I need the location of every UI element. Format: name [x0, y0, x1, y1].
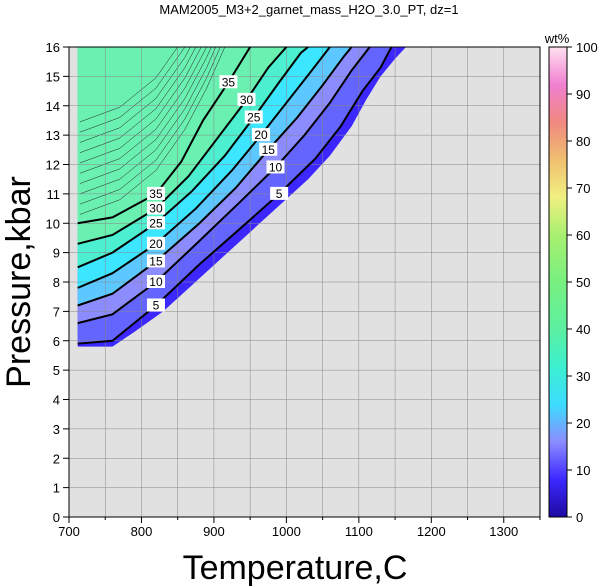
x-tick-label: 800: [131, 524, 153, 539]
contour-label-30: 30: [149, 202, 163, 216]
contour-label-5: 5: [276, 187, 283, 201]
x-tick-label: 1000: [272, 524, 301, 539]
contour-25: [77, 47, 309, 269]
contour-label-25: 25: [247, 111, 261, 125]
contour-label-bg: [270, 186, 289, 200]
contour-label-20: 20: [254, 128, 268, 142]
x-tick-label: 1100: [345, 524, 373, 539]
colorbar-tick-label: 10: [576, 463, 590, 478]
contour-label-5: 5: [153, 299, 160, 313]
contour-label-10: 10: [269, 160, 283, 174]
fine-contour: [79, 47, 191, 143]
chart-title: MAM2005_M3+2_garnet_mass_H2O_3.0_PT, dz=…: [159, 2, 458, 17]
y-tick-label: 15: [46, 69, 60, 84]
contour-20: [77, 47, 331, 289]
fine-contour: [79, 47, 226, 215]
contour-label-bg: [146, 275, 165, 288]
contour-label-bg: [266, 160, 285, 174]
y-tick-label: 9: [53, 246, 60, 261]
colorbar-tick-label: 40: [576, 322, 590, 337]
contour-label-15: 15: [149, 254, 163, 268]
contour-30: [77, 47, 288, 245]
fine-contour: [79, 47, 197, 153]
fine-contour: [79, 47, 217, 195]
y-tick-label: 7: [53, 304, 60, 319]
y-tick-label: 12: [46, 158, 60, 173]
contour-label-bg: [146, 254, 165, 268]
contour-label-20: 20: [149, 237, 163, 251]
contour-label-10: 10: [149, 275, 163, 289]
contour-label-bg: [146, 216, 165, 230]
contour-label-35: 35: [149, 187, 163, 201]
y-tick-label: 2: [53, 451, 60, 466]
y-tick-label: 13: [46, 128, 60, 143]
contour-label-bg: [244, 110, 263, 124]
y-tick-label: 5: [53, 363, 60, 378]
x-tick-label: 700: [58, 524, 80, 539]
fine-contour: [79, 47, 207, 174]
colorbar-tick-label: 80: [576, 134, 590, 149]
fine-contour: [79, 47, 178, 123]
contour-15: [77, 47, 353, 307]
y-tick-label: 10: [46, 216, 60, 231]
contour-label-bg: [146, 298, 165, 312]
colorbar-label: wt%: [544, 31, 570, 46]
y-tick-label: 0: [53, 510, 60, 525]
y-tick-label: 14: [46, 99, 60, 114]
fine-contour: [79, 47, 202, 164]
fine-contour: [79, 47, 212, 184]
y-tick-label: 6: [53, 334, 60, 349]
contour-label-bg: [259, 142, 278, 156]
colorbar-tick-label: 60: [576, 228, 590, 243]
colorbar-tick-label: 20: [576, 416, 590, 431]
x-axis-ticks: 700 800 900 1000 1100 1200 1300: [58, 517, 541, 539]
colorbar-tick-label: 0: [576, 510, 583, 525]
contour-label-bg: [146, 201, 165, 215]
y-axis-label: Pressure,kbar: [0, 176, 38, 388]
fine-contour: [79, 47, 186, 133]
contour-label-bg: [237, 92, 256, 106]
colorbar-tick-label: 100: [576, 40, 598, 55]
x-tick-label: 1300: [489, 524, 518, 539]
colorbar-tick-label: 30: [576, 369, 590, 384]
contour-label-bg: [252, 128, 271, 142]
colorbar-tick-label: 50: [576, 275, 590, 290]
y-tick-label: 16: [46, 40, 60, 55]
x-axis-label: Temperature,C: [183, 549, 408, 587]
contour-label-25: 25: [149, 216, 163, 230]
colorbar-ticks: 0 10 20 30 40 50 60 70 80 90 100: [567, 40, 598, 525]
y-tick-label: 11: [47, 187, 61, 202]
y-tick-label: 4: [53, 393, 60, 408]
contour-label-15: 15: [262, 143, 276, 157]
y-tick-label: 3: [53, 422, 60, 437]
contour-label-bg: [219, 75, 238, 89]
contour-label-30: 30: [240, 93, 254, 107]
x-tick-label: 900: [203, 524, 225, 539]
colorbar: [548, 46, 568, 518]
contour-label-bg: [146, 236, 165, 250]
colorbar-tick-label: 90: [576, 87, 590, 102]
fine-contour: [79, 47, 221, 205]
contour-10: [77, 47, 371, 325]
x-tick-label: 1200: [417, 524, 446, 539]
colorbar-tick-label: 70: [576, 181, 590, 196]
contour-label-bg: [146, 186, 165, 200]
contour-label-35: 35: [222, 75, 236, 89]
y-tick-label: 1: [53, 481, 60, 496]
y-tick-label: 8: [53, 275, 60, 290]
